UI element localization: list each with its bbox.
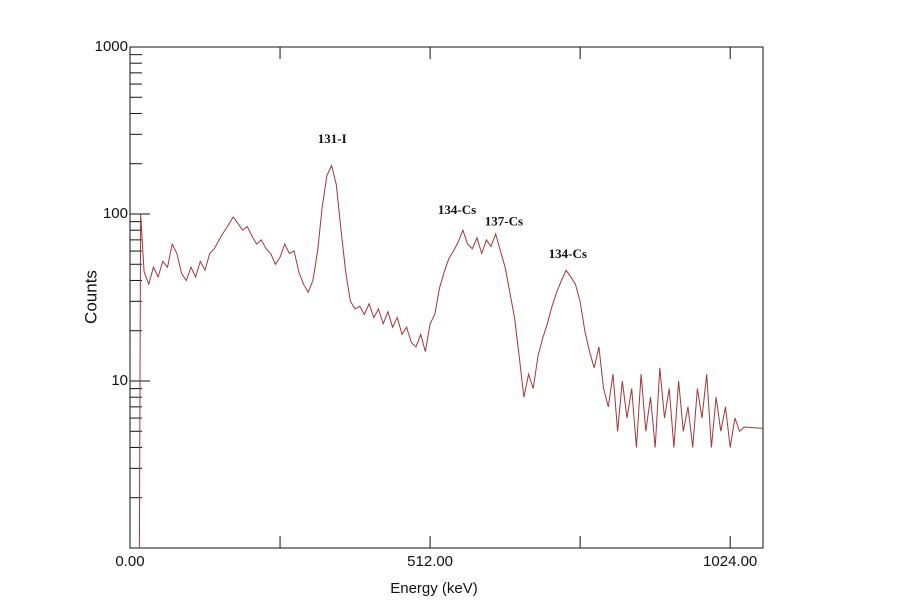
y-tick-label: 10	[111, 372, 128, 389]
x-tick-label: 1024.00	[703, 553, 757, 570]
x-tick-label: 512.00	[407, 553, 453, 570]
y-axis-title: Counts	[81, 270, 100, 324]
peak-annotation: 137-Cs	[485, 213, 523, 228]
plot-frame	[129, 46, 764, 549]
y-tick-label: 1000	[95, 38, 128, 55]
x-tick-label: 0.00	[115, 553, 144, 570]
peak-annotation: 134-Cs	[438, 202, 476, 217]
peak-annotation: 134-Cs	[549, 246, 587, 261]
y-tick-label: 100	[103, 205, 128, 222]
x-axis-title: Energy (keV)	[390, 580, 478, 597]
peak-annotation: 131-I	[318, 131, 347, 146]
spectrum-line	[138, 164, 764, 549]
